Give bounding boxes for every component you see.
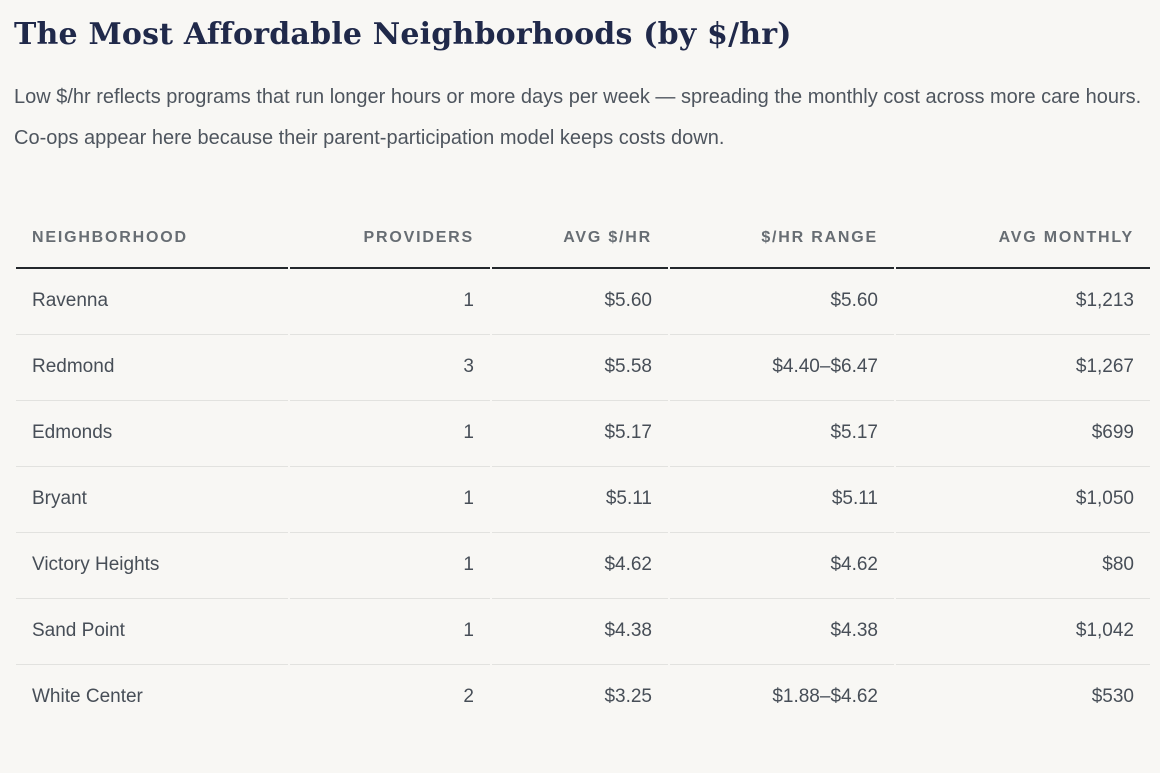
table-row: Victory Heights 1 $4.62 $4.62 $80 <box>16 533 1150 599</box>
cell-hr-range: $4.62 <box>670 533 894 599</box>
column-header-neighborhood: NEIGHBORHOOD <box>16 217 288 269</box>
table-header-row: NEIGHBORHOOD PROVIDERS AVG $/HR $/HR RAN… <box>16 217 1150 269</box>
cell-avg-hr: $4.38 <box>492 599 668 665</box>
cell-avg-monthly: $530 <box>1091 686 1134 707</box>
cell-avg-hr: $5.11 <box>492 467 668 533</box>
cell-neighborhood: Redmond <box>16 335 288 401</box>
cell-neighborhood: White Center <box>32 686 143 707</box>
column-header-providers: PROVIDERS <box>290 217 490 269</box>
cell-avg-monthly: $699 <box>896 401 1150 467</box>
cell-providers: 3 <box>290 335 490 401</box>
cell-neighborhood: Ravenna <box>16 269 288 335</box>
cell-neighborhood: Victory Heights <box>16 533 288 599</box>
cell-providers: 1 <box>290 401 490 467</box>
cell-avg-monthly: $1,050 <box>896 467 1150 533</box>
table-row: Sand Point 1 $4.38 $4.38 $1,042 <box>16 599 1150 665</box>
affordable-neighborhoods-table: NEIGHBORHOOD PROVIDERS AVG $/HR $/HR RAN… <box>14 217 1152 730</box>
cell-hr-range: $5.60 <box>670 269 894 335</box>
table-row: Bryant 1 $5.11 $5.11 $1,050 <box>16 467 1150 533</box>
cell-hr-range: $5.17 <box>670 401 894 467</box>
column-header-hr-range: $/HR RANGE <box>670 217 894 269</box>
cell-hr-range: $5.11 <box>670 467 894 533</box>
cell-neighborhood: Bryant <box>16 467 288 533</box>
cell-hr-range: $1.88–$4.62 <box>772 686 878 707</box>
cell-providers: 1 <box>290 467 490 533</box>
table-row: Edmonds 1 $5.17 $5.17 $699 <box>16 401 1150 467</box>
cell-hr-range: $4.38 <box>670 599 894 665</box>
page-title: The Most Affordable Neighborhoods (by $/… <box>14 17 792 52</box>
cell-hr-range: $4.40–$6.47 <box>670 335 894 401</box>
cell-providers: 1 <box>290 269 490 335</box>
cell-providers: 2 <box>463 686 474 707</box>
cell-avg-hr: $3.25 <box>604 686 652 707</box>
cell-avg-monthly: $1,267 <box>896 335 1150 401</box>
cell-avg-hr: $5.60 <box>492 269 668 335</box>
cell-avg-monthly: $1,042 <box>896 599 1150 665</box>
table-row: White Center 2 $3.25 $1.88–$4.62 $530 <box>16 665 1150 730</box>
column-header-avg-monthly: AVG MONTHLY <box>896 217 1150 269</box>
cell-avg-monthly: $1,213 <box>896 269 1150 335</box>
cell-neighborhood: Edmonds <box>16 401 288 467</box>
column-header-avg-hr: AVG $/HR <box>492 217 668 269</box>
cell-avg-monthly: $80 <box>896 533 1150 599</box>
cell-providers: 1 <box>290 533 490 599</box>
table-row: Ravenna 1 $5.60 $5.60 $1,213 <box>16 269 1150 335</box>
page-description: Low $/hr reflects programs that run long… <box>14 86 1142 149</box>
cell-avg-hr: $4.62 <box>492 533 668 599</box>
cell-providers: 1 <box>290 599 490 665</box>
cell-avg-hr: $5.58 <box>492 335 668 401</box>
table-row: Redmond 3 $5.58 $4.40–$6.47 $1,267 <box>16 335 1150 401</box>
cell-neighborhood: Sand Point <box>16 599 288 665</box>
page-container: The Most Affordable Neighborhoods (by $/… <box>14 17 1152 730</box>
cell-avg-hr: $5.17 <box>492 401 668 467</box>
